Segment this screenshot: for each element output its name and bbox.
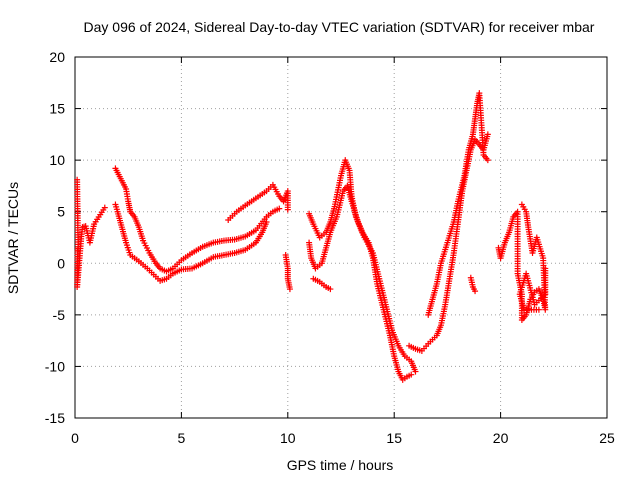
data-point-trace-f: [327, 286, 334, 293]
axis-ticks: 0 5 10 15 20 25 -15 -10 -5 0 5 10 15 20: [45, 49, 615, 446]
data-point-trace-e: [412, 368, 419, 375]
y-axis-label: SDTVAR / TECUs: [5, 182, 21, 294]
y-tick-label: -15: [45, 410, 65, 426]
x-axis-label: GPS time / hours: [287, 457, 394, 473]
y-tick-label: 15: [49, 101, 65, 117]
plot-frame: [74, 56, 608, 419]
data-point-trace-h: [484, 157, 491, 164]
y-tick-label: 0: [57, 255, 65, 271]
x-tick-label: 15: [386, 430, 402, 446]
y-tick-label: -5: [53, 307, 66, 323]
x-tick-label: 10: [280, 430, 296, 446]
x-tick-label: 20: [493, 430, 509, 446]
chart-title: Day 096 of 2024, Sidereal Day-to-day VTE…: [84, 19, 595, 35]
data-point-trace-b: [263, 219, 270, 226]
data-point-trace-g: [484, 131, 491, 138]
data-point-gap-10: [286, 286, 293, 293]
y-tick-label: 5: [57, 204, 65, 220]
x-tick-label: 25: [599, 430, 615, 446]
y-tick-label: 10: [49, 152, 65, 168]
data-point-early: [101, 204, 108, 211]
x-tick-label: 0: [71, 430, 79, 446]
data-points: [74, 90, 549, 383]
data-point-trace-i: [472, 288, 479, 295]
data-point-trace-a: [276, 205, 283, 212]
data-point-trace-j: [535, 306, 542, 313]
grid: [75, 57, 607, 418]
y-tick-label: 20: [49, 49, 65, 65]
y-tick-label: -10: [45, 358, 65, 374]
data-point-trace-c: [284, 206, 291, 213]
data-point-trace-d: [408, 371, 415, 378]
x-tick-label: 5: [178, 430, 186, 446]
data-point-trace-j: [518, 201, 525, 208]
